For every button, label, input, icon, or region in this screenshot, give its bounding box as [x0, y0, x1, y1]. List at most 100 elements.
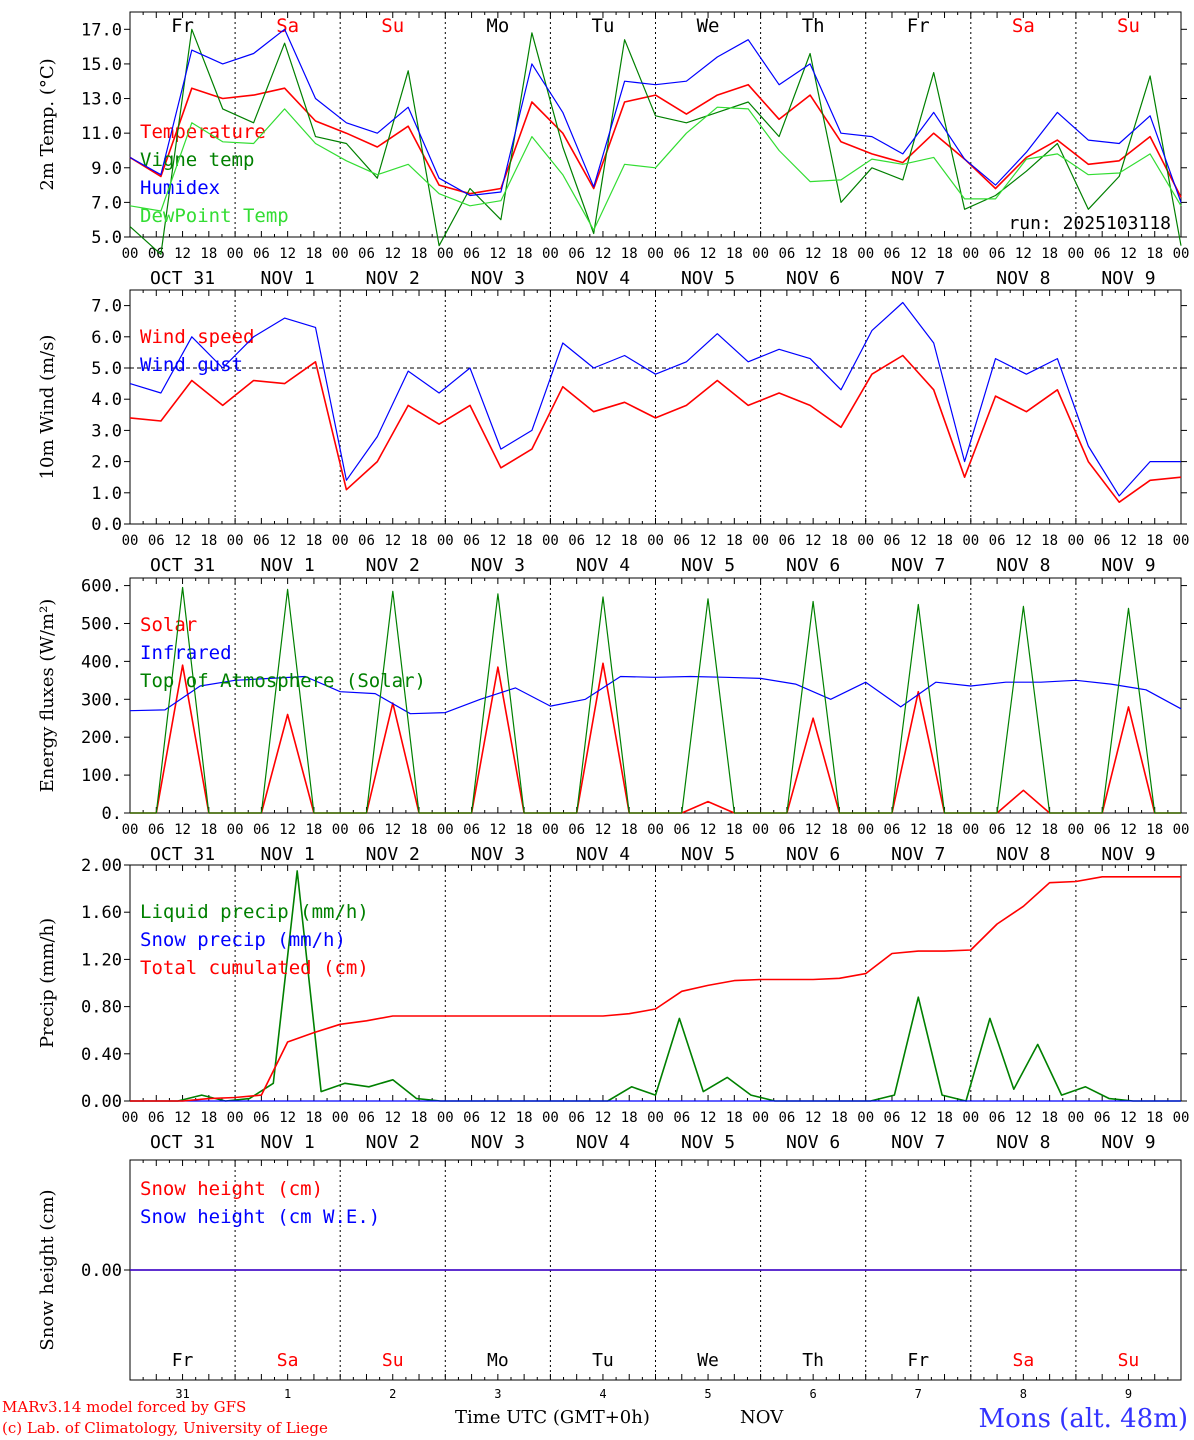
hour-tick-label: 00 [647, 1110, 664, 1126]
day-number-label: 3 [494, 1387, 501, 1401]
hour-tick-label: 18 [831, 246, 848, 262]
hour-tick-label: 06 [989, 246, 1006, 262]
date-label: NOV 7 [891, 1132, 945, 1153]
date-label: NOV 7 [891, 844, 945, 865]
hour-tick-label: 12 [384, 533, 401, 549]
day-name-label: Su [1118, 1350, 1140, 1371]
hour-tick-label: 18 [936, 246, 953, 262]
hour-tick-label: 00 [122, 533, 139, 549]
legend-wind-speed: Wind speed [140, 326, 254, 348]
hour-tick-label: 12 [384, 1110, 401, 1126]
time-axis-title: Time UTC (GMT+0h) [455, 1407, 650, 1428]
hour-tick-label: 06 [778, 1110, 795, 1126]
hour-tick-label: 18 [516, 822, 533, 838]
hour-tick-label: 00 [1067, 246, 1084, 262]
hour-tick-label: 12 [910, 822, 927, 838]
day-name-label: Fr [171, 15, 194, 37]
y-tick-label: 400. [81, 652, 122, 672]
hour-tick-label: 12 [489, 246, 506, 262]
hour-tick-label: 18 [305, 1110, 322, 1126]
hour-tick-label: 18 [516, 1110, 533, 1126]
date-label: NOV 9 [1101, 844, 1155, 865]
hour-tick-label: 06 [253, 246, 270, 262]
date-label: NOV 4 [576, 844, 630, 865]
hour-tick-label: 00 [647, 822, 664, 838]
hour-tick-label: 12 [595, 822, 612, 838]
credit-model: MARv3.14 model forced by GFS [2, 1398, 246, 1416]
hour-tick-label: 12 [700, 1110, 717, 1126]
hour-tick-label: 12 [595, 533, 612, 549]
date-label: NOV 8 [996, 555, 1050, 576]
panel-2: 0.0 1.0 2.0 3.0 4.0 5.0 6.0 7.0 10m Wind (m/s) 00… [37, 289, 1189, 576]
hour-tick-label: 12 [174, 246, 191, 262]
y-tick-label: 500. [81, 614, 122, 634]
hour-tick-label: 06 [568, 533, 585, 549]
hour-tick-label: 18 [936, 533, 953, 549]
hour-tick-label: 12 [279, 1110, 296, 1126]
hour-tick-label: 18 [936, 822, 953, 838]
y-tick-label: 2.0 [91, 453, 122, 473]
legend-liquid-precip-mm-h: Liquid precip (mm/h) [140, 901, 369, 923]
y-tick-label: 5.0 [91, 228, 122, 248]
y-tick-label: 1.0 [91, 484, 122, 504]
hour-tick-label: 06 [673, 533, 690, 549]
day-name-label: Sa [1012, 15, 1035, 37]
day-name-label: Su [1117, 15, 1140, 37]
date-label: NOV 1 [261, 1132, 315, 1153]
hour-tick-label: 18 [411, 1110, 428, 1126]
hour-tick-label: 18 [200, 246, 217, 262]
y-axis-label: 10m Wind (m/s) [37, 335, 58, 480]
date-label: NOV 3 [471, 555, 525, 576]
day-number-label: 6 [810, 1387, 817, 1401]
hour-tick-label: 06 [884, 822, 901, 838]
hour-tick-label: 00 [647, 246, 664, 262]
hour-tick-label: 00 [752, 1110, 769, 1126]
hour-tick-label: 06 [358, 246, 375, 262]
y-tick-label: 0.0 [91, 515, 122, 535]
date-label: NOV 2 [366, 268, 420, 289]
date-label: NOV 1 [261, 268, 315, 289]
hour-tick-label: 06 [989, 533, 1006, 549]
hour-tick-label: 18 [621, 1110, 638, 1126]
date-label: NOV 1 [261, 844, 315, 865]
hour-tick-label: 18 [831, 1110, 848, 1126]
day-name-label: Fr [907, 15, 930, 37]
date-label: NOV 5 [681, 1132, 735, 1153]
hour-tick-label: 06 [463, 533, 480, 549]
date-label: OCT 31 [150, 1132, 215, 1153]
hour-tick-label: 00 [1067, 1110, 1084, 1126]
hour-tick-label: 06 [1094, 246, 1111, 262]
hour-tick-label: 00 [1067, 822, 1084, 838]
legend-snow-height-cm: Snow height (cm) [140, 1178, 323, 1200]
legend-snow-height-cm-w-e: Snow height (cm W.E.) [140, 1206, 380, 1228]
hour-tick-label: 12 [805, 246, 822, 262]
y-tick-label: 100. [81, 766, 122, 786]
hour-tick-label: 18 [200, 533, 217, 549]
hour-tick-label: 06 [673, 246, 690, 262]
y-tick-label: 15.0 [81, 55, 122, 75]
hour-tick-label: 18 [411, 822, 428, 838]
hour-tick-label: 12 [174, 822, 191, 838]
date-label: NOV 9 [1101, 1132, 1155, 1153]
hour-tick-label: 00 [332, 822, 349, 838]
date-label: NOV 5 [681, 555, 735, 576]
date-label: NOV 8 [996, 268, 1050, 289]
hour-tick-label: 00 [227, 533, 244, 549]
hour-tick-label: 18 [516, 246, 533, 262]
hour-tick-label: 18 [305, 533, 322, 549]
series-line-top-of-atmosphere-solar [130, 586, 1181, 814]
hour-tick-label: 00 [1173, 246, 1190, 262]
y-axis-label: Precip (mm/h) [37, 918, 58, 1048]
hour-tick-label: 06 [358, 1110, 375, 1126]
day-number-label: 1 [284, 1387, 291, 1401]
hour-tick-label: 00 [857, 246, 874, 262]
date-label: NOV 6 [786, 555, 840, 576]
day-number-label: 9 [1125, 1387, 1132, 1401]
hour-tick-label: 18 [1146, 246, 1163, 262]
hour-tick-label: 00 [122, 246, 139, 262]
date-label: NOV 4 [576, 555, 630, 576]
day-name-label: Sa [277, 1350, 299, 1371]
hour-tick-label: 06 [463, 1110, 480, 1126]
hour-tick-label: 06 [253, 1110, 270, 1126]
date-label: NOV 3 [471, 1132, 525, 1153]
